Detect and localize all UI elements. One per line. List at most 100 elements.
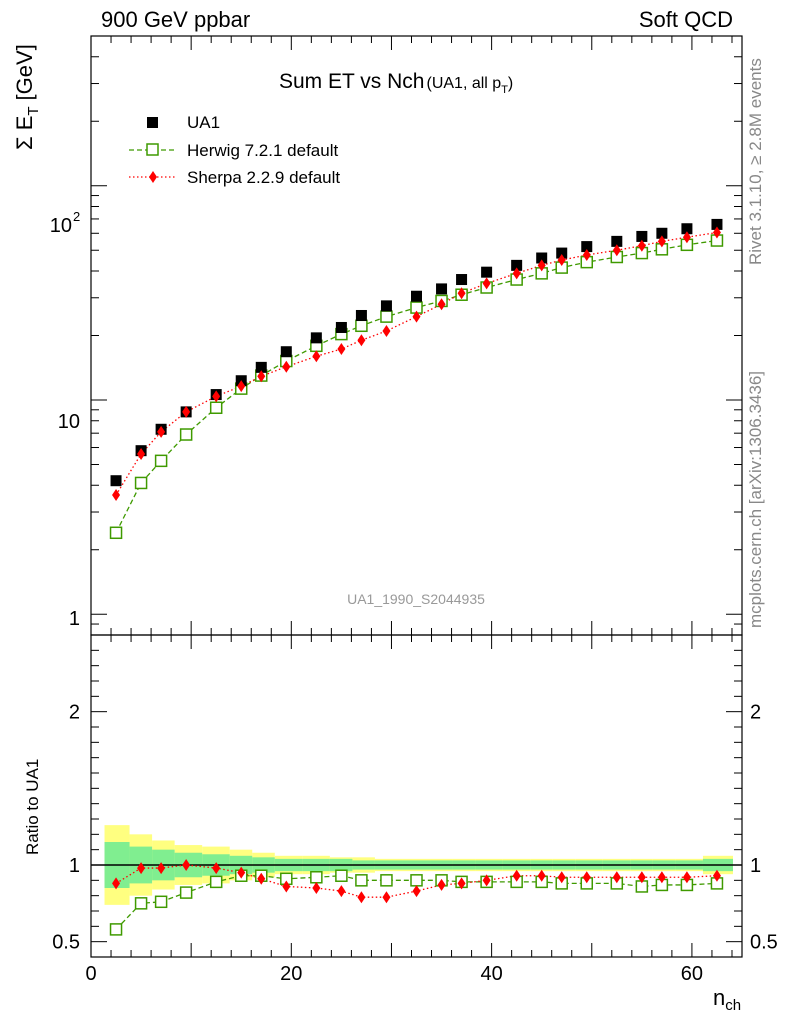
sherpa-point <box>437 298 446 311</box>
sherpa-point <box>382 324 391 337</box>
sherpa-line <box>115 231 718 496</box>
header-right: Soft QCD <box>639 7 733 32</box>
ua1-point <box>611 235 623 247</box>
ratio-herwig-point <box>109 923 123 936</box>
ua1-point <box>636 230 648 242</box>
ratio-sherpa-point <box>237 866 246 879</box>
ytick-label-1: 1 <box>69 608 80 630</box>
legend-label-herwig: Herwig 7.2.1 default <box>187 141 338 160</box>
ua1-point <box>380 300 392 312</box>
ratio-sherpa-point <box>282 880 291 893</box>
ua1-point <box>656 227 668 239</box>
ratio-herwig-point <box>134 897 148 910</box>
xtick-label: 40 <box>480 963 502 985</box>
ratio-sherpa-point <box>212 862 221 875</box>
legend: UA1 Herwig 7.2.1 default Sherpa 2.2.9 de… <box>129 113 340 187</box>
ratio-herwig-point <box>355 874 368 887</box>
ratio-sherpa-point <box>412 885 421 898</box>
ytick-label-100-base: 10 <box>50 215 72 237</box>
ratio-sherpa-point <box>637 871 646 884</box>
ratio-sherpa-point <box>537 869 546 882</box>
ratio-herwig-point <box>154 895 168 909</box>
chart-title-main: Sum ET vs Nch <box>279 70 424 93</box>
sherpa-point <box>537 259 546 272</box>
ratio-sherpa-point <box>357 891 366 904</box>
ua1-point <box>411 290 422 302</box>
ratio-sherpa-point <box>582 871 591 884</box>
ratio-herwig-point <box>380 874 393 887</box>
chart-title-suffix-sub: T <box>501 84 508 96</box>
xtick-label: 60 <box>681 963 703 985</box>
sherpa-point <box>112 489 121 502</box>
ratio-sherpa-point <box>112 877 121 890</box>
bottom-panel-frame <box>90 634 743 958</box>
herwig-point <box>109 526 123 540</box>
xtick-label: 0 <box>85 963 96 985</box>
chart-title-suffix: (UA1, all p <box>426 75 501 92</box>
ua1-point <box>681 223 693 235</box>
ratio-sherpa-point <box>182 859 191 871</box>
sherpa-point <box>482 277 491 290</box>
ylabel-unit: [GeV] <box>12 44 37 100</box>
ua1-point <box>436 283 448 295</box>
sherpa-point <box>682 231 691 244</box>
bottom-tick-labels: 0.5 0.51 12 20 20 40 60 <box>52 702 778 985</box>
sherpa-point <box>582 249 591 262</box>
sherpa-point <box>712 226 721 239</box>
ratio-series <box>109 859 724 936</box>
ua1-point <box>581 241 593 253</box>
sherpa-point <box>412 310 421 323</box>
ylabel-sub: T <box>25 106 42 115</box>
sherpa-point <box>282 360 291 373</box>
ratio-herwig-point <box>209 875 223 889</box>
ratio-ytick-label-left: 0.5 <box>52 932 80 954</box>
sherpa-point <box>212 390 221 403</box>
svg-text:Σ ET[GeV]: Σ ET [GeV] <box>12 44 42 150</box>
ytick-label-10: 10 <box>58 411 80 433</box>
sherpa-point <box>137 447 146 460</box>
ytick-label-100: 10 <box>50 215 72 237</box>
legend-marker-herwig <box>146 143 159 156</box>
ratio-ytick-label-left: 1 <box>69 855 80 877</box>
sherpa-point <box>657 235 666 248</box>
ratio-ytick-label-right: 1 <box>750 855 761 877</box>
main-plot-panel: 1 10 10 2 Σ ET[GeV] Sum ET vs Nch (UA1, a… <box>12 35 743 636</box>
herwig-point <box>355 319 368 333</box>
sherpa-point <box>337 342 346 355</box>
ratio-sherpa-point <box>312 882 321 894</box>
ua1-point <box>456 274 468 286</box>
ratio-herwig-point <box>179 886 193 899</box>
top-ticks <box>90 35 742 636</box>
ratio-band <box>91 825 742 905</box>
ratio-sherpa-point <box>137 862 146 875</box>
ratio-sherpa-point <box>437 878 446 891</box>
sherpa-point <box>157 425 166 438</box>
y-axis-title: Σ ET [GeV] <box>12 44 42 150</box>
ratio-ytick-label-right: 0.5 <box>750 932 778 954</box>
ratio-ytick-label-right: 2 <box>750 702 761 724</box>
ua1-point <box>481 266 493 278</box>
ua1-point <box>255 361 267 373</box>
ratio-ytick-label-left: 2 <box>69 702 80 724</box>
ua1-point <box>511 259 523 271</box>
herwig-point <box>154 454 168 468</box>
side-text-bottom: mcplots.cern.ch [arXiv:1306.3436] <box>746 371 765 628</box>
sherpa-point <box>257 370 266 383</box>
ratio-herwig-point <box>310 871 323 884</box>
watermark: UA1_1990_S2044935 <box>347 591 485 607</box>
ratio-sherpa-point <box>157 862 166 875</box>
bottom-ticks <box>90 634 742 957</box>
legend-marker-ua1 <box>147 117 158 128</box>
header-left: 900 GeV ppbar <box>101 7 250 32</box>
x-axis-title: nch <box>713 985 741 1014</box>
herwig-line <box>115 239 718 534</box>
ua1-point <box>335 321 347 333</box>
sherpa-point <box>612 244 621 257</box>
ytick-label-100-sup: 2 <box>73 209 80 224</box>
ratio-sherpa-point <box>337 885 346 898</box>
chart-title-suffix-close: ) <box>508 75 513 92</box>
sherpa-point <box>237 380 246 393</box>
ratio-sherpa-point <box>382 891 391 904</box>
ua1-point <box>110 475 122 487</box>
